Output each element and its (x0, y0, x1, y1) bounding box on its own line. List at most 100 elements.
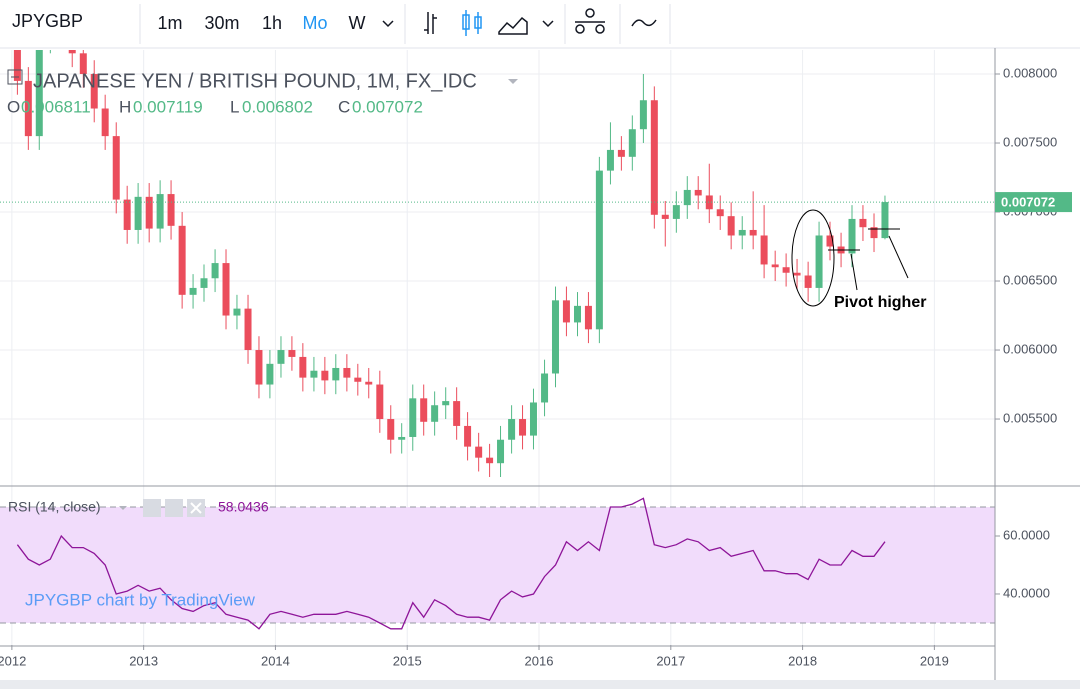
candle-body (266, 363, 274, 385)
ohlc-label: O (7, 97, 20, 116)
ohlc-value: 0.007072 (352, 97, 423, 116)
last-price-tag (995, 192, 1072, 213)
candle-body (804, 275, 812, 288)
watermark: JPYGBP chart by TradingView (25, 590, 256, 609)
interval-button[interactable]: W (349, 13, 366, 33)
candle-body (134, 196, 142, 230)
candle-body (815, 235, 823, 288)
candle-body (749, 229, 757, 236)
compare-icon[interactable] (631, 19, 657, 27)
remove-icon (190, 502, 202, 514)
candle-body (365, 381, 373, 385)
settings-button[interactable] (143, 499, 161, 517)
candle-body (442, 401, 450, 406)
symbol[interactable]: JPYGBP (12, 11, 83, 31)
candle-body (277, 350, 285, 364)
interval-button[interactable]: 1h (262, 13, 282, 33)
candle-body (123, 199, 131, 230)
bottom-strip (0, 680, 1080, 689)
x-tick-label: 2014 (261, 653, 290, 668)
interval-button[interactable]: 1m (157, 13, 182, 33)
candle-body (409, 398, 417, 437)
candles (0, 50, 995, 477)
collapse-icon[interactable] (7, 69, 23, 85)
candle-body (661, 214, 669, 219)
candle-body (13, 50, 21, 81)
candle-body (541, 373, 549, 403)
rsi-plot (16, 497, 886, 630)
y-tick-label: 0.005500 (1003, 410, 1057, 425)
candle-body (398, 436, 406, 440)
candle-body (848, 218, 856, 254)
ohlc-value: 0.006802 (242, 97, 313, 116)
candle-body (189, 287, 197, 295)
candle-body (881, 202, 889, 239)
rsi-buttons (143, 499, 205, 517)
indicators-icon[interactable] (575, 8, 605, 34)
candle-body (782, 267, 790, 273)
candle-body (606, 149, 614, 171)
candle-body (35, 50, 43, 137)
candle-body (167, 194, 175, 226)
candle-body (870, 227, 878, 239)
candle-body (771, 264, 779, 268)
ohlc-label: L (230, 97, 239, 116)
candle-body (475, 446, 483, 458)
candle-body (562, 300, 570, 323)
annotation-text: Pivot higher (834, 294, 926, 311)
candle-body (233, 308, 241, 316)
last-price-label: 0.007072 (1001, 195, 1055, 210)
candle-body (650, 100, 658, 215)
price-tag: 0.007072 (995, 192, 1072, 213)
toolbar: JPYGBP 1m 30m 1h Mo W (0, 0, 1080, 49)
y-tick-label: 0.006500 (1003, 272, 1057, 287)
candle-body (288, 350, 296, 357)
candle-body (683, 189, 691, 206)
candle-body (639, 100, 647, 130)
candle-body (145, 196, 153, 229)
candle-body (486, 457, 494, 464)
area-style-icon[interactable] (498, 16, 528, 35)
chart-title: JAPANESE YEN / BRITISH POUND, 1M, FX_IDC (33, 70, 477, 92)
candle-body (519, 419, 527, 436)
title-menu-arrow[interactable] (508, 79, 518, 84)
candle-body (694, 189, 702, 196)
candle-body (573, 305, 581, 323)
candle-body (178, 225, 186, 295)
candle-body (420, 398, 428, 422)
rsi-menu-arrow[interactable] (119, 506, 127, 510)
y-tick-label: 60.0000 (1003, 527, 1050, 542)
rsi-line (16, 497, 886, 630)
toolbar-bg (0, 0, 1080, 48)
candle-body (760, 235, 768, 265)
candle-body (464, 425, 472, 447)
candle-body (738, 229, 746, 236)
candle-body (354, 377, 362, 382)
rsi-label: RSI (14, close) (8, 499, 101, 515)
candle-body (859, 218, 867, 228)
candle-body (387, 419, 395, 440)
interval-button[interactable]: 30m (204, 13, 239, 33)
candle-body (200, 278, 208, 288)
x-tick-label: 2019 (920, 653, 949, 668)
dropdown-arrow[interactable] (542, 20, 554, 28)
candle-body (310, 370, 318, 378)
format-button[interactable] (165, 499, 183, 517)
bar-style-icon[interactable] (424, 12, 437, 34)
x-tick-label: 2017 (656, 653, 685, 668)
dropdown-arrow[interactable] (382, 20, 394, 28)
candle-body (321, 370, 329, 381)
candle-body (299, 356, 307, 378)
x-tick-label: 2016 (525, 653, 554, 668)
candle-body (508, 419, 516, 440)
y-tick-label: 0.007500 (1003, 134, 1057, 149)
candle-body (343, 367, 351, 378)
x-tick-label: 2013 (129, 653, 158, 668)
interval-button-active[interactable]: Mo (302, 13, 327, 33)
annotation-ellipse (791, 209, 835, 307)
ohlc-label: H (119, 97, 131, 116)
candle-style-icon[interactable] (462, 10, 482, 36)
candle-body (255, 350, 263, 385)
ohlc-legend: O 0.006811 H 0.007119 L 0.006802 C 0.007… (7, 97, 423, 116)
